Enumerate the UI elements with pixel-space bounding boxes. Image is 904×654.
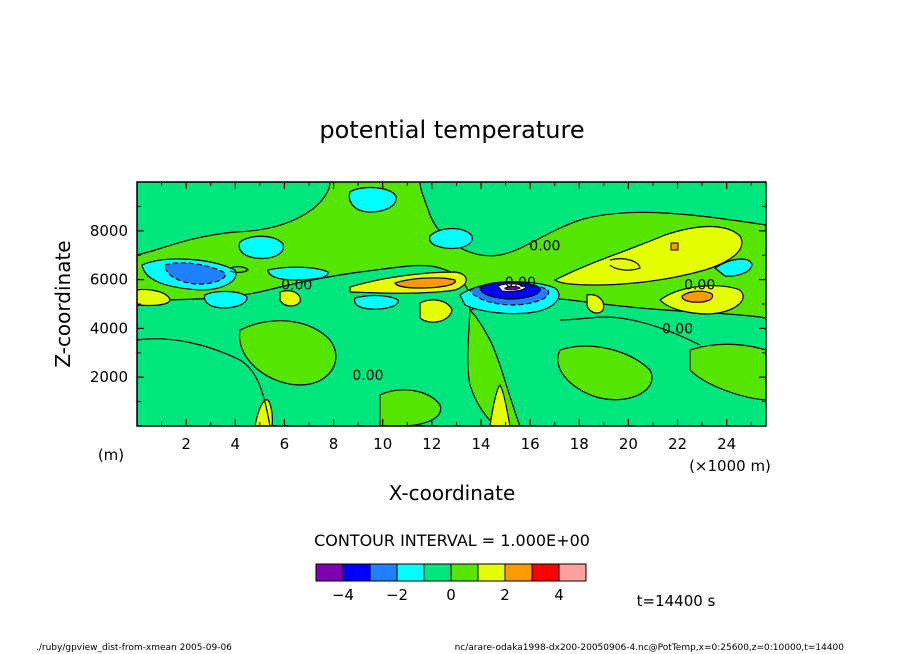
footer-left: ./ruby/gpview_dist-from-xmean 2005-09-06 xyxy=(36,643,232,653)
field-region xyxy=(279,290,301,307)
x-tick-label: 8 xyxy=(329,435,339,453)
field-region xyxy=(489,384,511,426)
contour-labels: 0.00 0.00 0.00 0.00 0.00 0.00 xyxy=(281,238,715,383)
field-region xyxy=(267,266,329,281)
field-region xyxy=(348,186,397,213)
x-tick-label: 12 xyxy=(422,435,441,453)
field-region xyxy=(419,299,453,323)
colorbar-swatch xyxy=(477,563,506,582)
y-tick-label: 2000 xyxy=(90,368,128,386)
contour-line xyxy=(229,266,249,273)
x-tick-label: 6 xyxy=(280,435,290,453)
colorbar-tick-label: 2 xyxy=(500,586,510,604)
contour-label: 0.00 xyxy=(684,277,715,293)
colorbar-swatch xyxy=(558,563,587,582)
field-region xyxy=(681,290,714,303)
y-tick-label: 8000 xyxy=(90,222,128,240)
field-region xyxy=(557,345,653,401)
y-unit-label: (m) xyxy=(98,446,124,464)
y-tick-label: 4000 xyxy=(90,319,128,337)
x-tick-label: 14 xyxy=(471,435,490,453)
field-region xyxy=(137,182,331,256)
contour-label: 0.00 xyxy=(662,321,693,337)
contour-label: 0.00 xyxy=(505,275,536,291)
colorbar-swatch xyxy=(504,563,533,582)
time-label: t=14400 s xyxy=(637,592,716,610)
contour-label: 0.00 xyxy=(529,238,560,254)
field-region xyxy=(353,294,399,310)
x-tick-label: 16 xyxy=(521,435,540,453)
field-region xyxy=(203,290,248,309)
colorbar-swatch xyxy=(315,563,344,582)
x-axis-label: X-coordinate xyxy=(389,481,516,505)
footer-right: nc/arare-odaka1998-dx200-20050906-4.nc@P… xyxy=(455,643,845,653)
contour-field xyxy=(137,182,766,426)
field-region xyxy=(504,286,521,291)
y-axis: 2000 4000 6000 8000 xyxy=(90,205,766,403)
field-region xyxy=(238,235,284,260)
x-tick-label: 24 xyxy=(717,435,736,453)
field-region xyxy=(553,225,743,286)
colorbar-tick-labels: −4 −2 0 2 4 xyxy=(332,586,564,604)
x-unit-label: (×1000 m) xyxy=(689,457,771,475)
colorbar-swatch xyxy=(531,563,560,582)
colorbar-tick-label: 0 xyxy=(446,586,456,604)
field-region xyxy=(254,399,273,426)
contour-label: 0.00 xyxy=(281,277,312,293)
colorbar-swatch xyxy=(342,563,371,582)
x-tick-label: 20 xyxy=(619,435,638,453)
chart-title: potential temperature xyxy=(319,116,584,144)
colorbar-tick-label: 4 xyxy=(554,586,564,604)
field-region xyxy=(164,262,226,285)
field-region xyxy=(419,182,766,257)
x-tick-label: 4 xyxy=(231,435,241,453)
x-tick-label: 22 xyxy=(668,435,687,453)
colorbar-swatch xyxy=(396,563,425,582)
colorbar-swatch xyxy=(369,563,398,582)
field-region xyxy=(670,242,679,251)
y-tick-label: 6000 xyxy=(90,271,128,289)
field-region xyxy=(238,320,337,386)
field-region xyxy=(394,277,456,289)
contour-line xyxy=(559,316,701,346)
contour-interval-label: CONTOUR INTERVAL = 1.000E+00 xyxy=(314,531,590,550)
colorbar-tick-label: −4 xyxy=(332,586,354,604)
field-region xyxy=(713,258,753,277)
contour-label: 0.00 xyxy=(352,368,383,384)
x-axis: 2 4 6 8 10 12 14 16 18 20 22 24 xyxy=(161,182,752,453)
x-tick-label: 18 xyxy=(570,435,589,453)
colorbar-tick-label: −2 xyxy=(386,586,408,604)
x-tick-label: 10 xyxy=(373,435,392,453)
colorbar-swatch xyxy=(450,563,479,582)
colorbar xyxy=(315,563,587,582)
y-axis-label: Z-coordinate xyxy=(51,240,75,367)
contour-line xyxy=(609,258,641,271)
colorbar-swatch xyxy=(423,563,452,582)
x-tick-label: 2 xyxy=(181,435,191,453)
field-region xyxy=(586,294,605,314)
field-region xyxy=(137,288,171,307)
field-region xyxy=(428,227,473,250)
contour-line xyxy=(137,338,271,426)
